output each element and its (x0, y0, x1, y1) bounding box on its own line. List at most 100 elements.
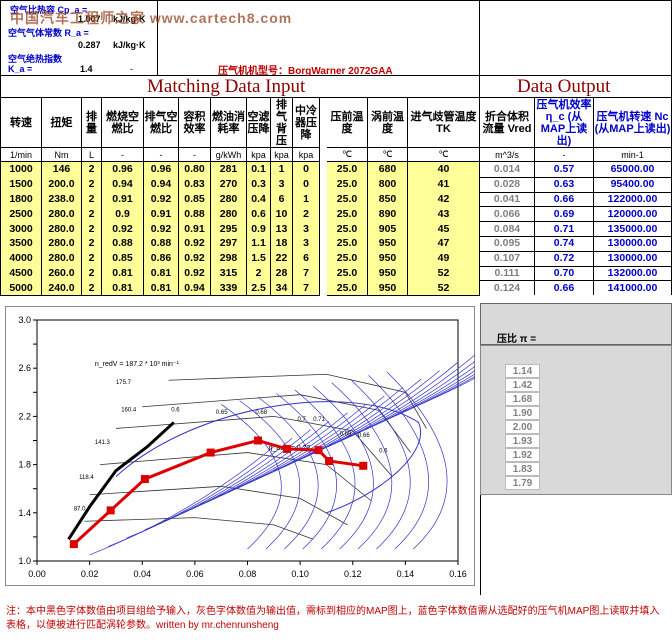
table-cell-r6-c2[interactable]: 2 (82, 250, 102, 267)
table-cell-r3-c8[interactable]: 10 (271, 206, 293, 223)
table-cell-r2-c11[interactable]: 850 (368, 191, 408, 208)
table-cell-r6-c15[interactable]: 130000.00 (594, 250, 672, 267)
table-cell-r3-c6[interactable]: 280 (211, 206, 247, 223)
table-cell-r5-c2[interactable]: 2 (82, 236, 102, 252)
table-cell-r1-c3[interactable]: 0.94 (102, 176, 144, 193)
table-cell-r3-c11[interactable]: 890 (368, 206, 408, 223)
table-cell-r2-c7[interactable]: 0.4 (247, 191, 271, 208)
table-cell-r4-c7[interactable]: 0.9 (247, 221, 271, 237)
table-cell-r5-c1[interactable]: 280.0 (42, 236, 82, 252)
table-cell-r3-c3[interactable]: 0.9 (102, 206, 144, 223)
table-cell-r0-c3[interactable]: 0.96 (102, 162, 144, 178)
table-cell-r5-c12[interactable]: 47 (408, 236, 480, 252)
table-cell-r4-c10[interactable]: 25.0 (327, 221, 368, 237)
param-cp-value[interactable]: 1.007 (78, 14, 101, 24)
table-cell-r7-c2[interactable]: 2 (82, 265, 102, 282)
table-cell-r8-c8[interactable]: 34 (271, 280, 293, 297)
table-cell-r7-c3[interactable]: 0.81 (102, 265, 144, 282)
table-cell-r1-c5[interactable]: 0.83 (179, 176, 211, 193)
table-cell-r6-c14[interactable]: 0.72 (535, 250, 594, 267)
table-cell-r7-c1[interactable]: 260.0 (42, 265, 82, 282)
table-cell-r0-c11[interactable]: 680 (368, 162, 408, 178)
table-cell-r8-c7[interactable]: 2.5 (247, 280, 271, 297)
table-cell-r7-c10[interactable]: 25.0 (327, 265, 368, 282)
param-r-value[interactable]: 0.287 (78, 40, 101, 50)
table-cell-r2-c15[interactable]: 122000.00 (594, 191, 672, 208)
table-cell-r5-c5[interactable]: 0.92 (179, 236, 211, 252)
table-cell-r1-c2[interactable]: 2 (82, 176, 102, 193)
table-cell-r4-c11[interactable]: 905 (368, 221, 408, 237)
table-cell-r2-c8[interactable]: 6 (271, 191, 293, 208)
table-cell-r4-c8[interactable]: 13 (271, 221, 293, 237)
table-cell-r8-c10[interactable]: 25.0 (327, 280, 368, 297)
table-cell-r7-c9[interactable]: 7 (293, 265, 320, 282)
table-cell-r6-c10[interactable]: 25.0 (327, 250, 368, 267)
table-cell-r0-c4[interactable]: 0.96 (144, 162, 179, 178)
table-cell-r3-c2[interactable]: 2 (82, 206, 102, 223)
table-cell-r0-c8[interactable]: 1 (271, 162, 293, 178)
table-cell-r8-c2[interactable]: 2 (82, 280, 102, 297)
table-cell-r4-c6[interactable]: 295 (211, 221, 247, 237)
table-cell-r0-c14[interactable]: 0.57 (535, 162, 594, 178)
table-cell-r6-c3[interactable]: 0.85 (102, 250, 144, 267)
table-cell-r1-c10[interactable]: 25.0 (327, 176, 368, 193)
table-cell-r6-c9[interactable]: 6 (293, 250, 320, 267)
table-cell-r0-c2[interactable]: 2 (82, 162, 102, 178)
table-cell-r7-c0[interactable]: 4500 (0, 265, 42, 282)
table-cell-r0-c15[interactable]: 65000.00 (594, 162, 672, 178)
table-cell-r7-c11[interactable]: 950 (368, 265, 408, 282)
table-cell-r4-c3[interactable]: 0.92 (102, 221, 144, 237)
table-cell-r8-c0[interactable]: 5000 (0, 280, 42, 297)
table-cell-r5-c6[interactable]: 297 (211, 236, 247, 252)
table-cell-r4-c12[interactable]: 45 (408, 221, 480, 237)
table-cell-r6-c6[interactable]: 298 (211, 250, 247, 267)
table-cell-r5-c15[interactable]: 130000.00 (594, 236, 672, 252)
table-cell-r7-c5[interactable]: 0.92 (179, 265, 211, 282)
table-cell-r5-c3[interactable]: 0.88 (102, 236, 144, 252)
table-cell-r5-c0[interactable]: 3500 (0, 236, 42, 252)
table-cell-r2-c4[interactable]: 0.92 (144, 191, 179, 208)
table-cell-r6-c8[interactable]: 22 (271, 250, 293, 267)
table-cell-r6-c1[interactable]: 280.0 (42, 250, 82, 267)
table-cell-r4-c4[interactable]: 0.92 (144, 221, 179, 237)
table-cell-r7-c12[interactable]: 52 (408, 265, 480, 282)
table-cell-r7-c7[interactable]: 2 (247, 265, 271, 282)
table-cell-r1-c7[interactable]: 0.3 (247, 176, 271, 193)
table-cell-r4-c1[interactable]: 280.0 (42, 221, 82, 237)
table-cell-r8-c14[interactable]: 0.66 (535, 280, 594, 297)
table-cell-r8-c15[interactable]: 141000.00 (594, 280, 672, 297)
table-cell-r2-c12[interactable]: 42 (408, 191, 480, 208)
table-cell-r0-c1[interactable]: 146 (42, 162, 82, 178)
table-cell-r7-c4[interactable]: 0.81 (144, 265, 179, 282)
table-cell-r3-c12[interactable]: 43 (408, 206, 480, 223)
table-cell-r1-c4[interactable]: 0.94 (144, 176, 179, 193)
table-cell-r6-c12[interactable]: 49 (408, 250, 480, 267)
table-cell-r1-c14[interactable]: 0.63 (535, 176, 594, 193)
table-cell-r5-c11[interactable]: 950 (368, 236, 408, 252)
table-cell-r1-c6[interactable]: 270 (211, 176, 247, 193)
table-cell-r6-c11[interactable]: 950 (368, 250, 408, 267)
table-cell-r3-c14[interactable]: 0.69 (535, 206, 594, 223)
table-cell-r8-c12[interactable]: 52 (408, 280, 480, 297)
table-cell-r1-c1[interactable]: 200.0 (42, 176, 82, 193)
table-cell-r6-c5[interactable]: 0.92 (179, 250, 211, 267)
table-cell-r4-c15[interactable]: 135000.00 (594, 221, 672, 237)
table-cell-r1-c15[interactable]: 95400.00 (594, 176, 672, 193)
table-cell-r5-c14[interactable]: 0.74 (535, 236, 594, 252)
table-cell-r0-c0[interactable]: 1000 (0, 162, 42, 178)
table-cell-r7-c15[interactable]: 132000.00 (594, 265, 672, 282)
table-cell-r2-c6[interactable]: 280 (211, 191, 247, 208)
table-cell-r2-c5[interactable]: 0.85 (179, 191, 211, 208)
table-cell-r2-c0[interactable]: 1800 (0, 191, 42, 208)
table-cell-r8-c4[interactable]: 0.81 (144, 280, 179, 297)
table-cell-r8-c11[interactable]: 950 (368, 280, 408, 297)
table-cell-r1-c8[interactable]: 3 (271, 176, 293, 193)
table-cell-r4-c9[interactable]: 3 (293, 221, 320, 237)
table-cell-r8-c3[interactable]: 0.81 (102, 280, 144, 297)
table-cell-r2-c3[interactable]: 0.91 (102, 191, 144, 208)
table-cell-r8-c5[interactable]: 0.94 (179, 280, 211, 297)
table-cell-r8-c1[interactable]: 240.0 (42, 280, 82, 297)
table-cell-r5-c8[interactable]: 18 (271, 236, 293, 252)
table-cell-r6-c4[interactable]: 0.86 (144, 250, 179, 267)
table-cell-r3-c0[interactable]: 2500 (0, 206, 42, 223)
